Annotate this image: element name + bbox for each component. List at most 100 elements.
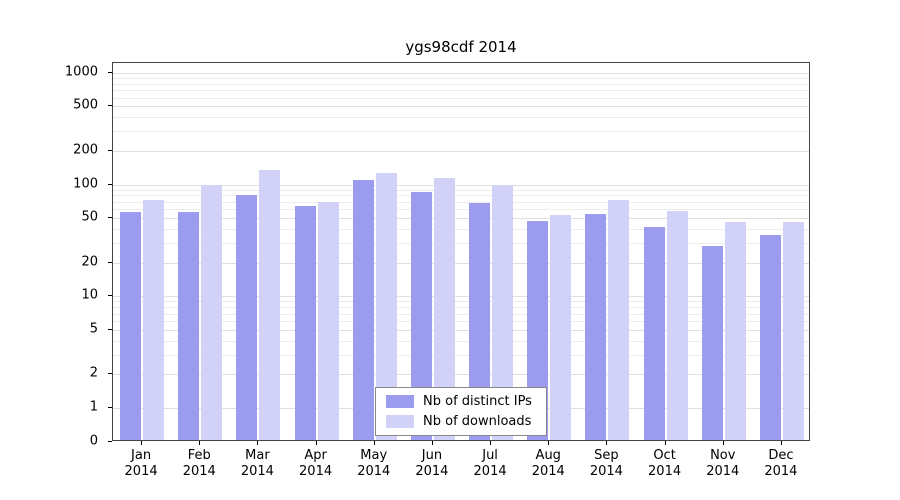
bar-downloads-may <box>375 172 397 440</box>
bar-distinct-ips-feb <box>178 212 200 440</box>
x-tick-label-jan: Jan 2014 <box>124 448 158 479</box>
y-tick-label: 500 <box>73 97 98 113</box>
bar-downloads-oct <box>666 210 688 440</box>
x-tick-label-mar: Mar 2014 <box>240 448 274 479</box>
gridline-major <box>113 218 809 220</box>
y-tick-label: 200 <box>73 142 98 158</box>
gridline-minor <box>113 189 809 191</box>
y-tick-label: 1 <box>89 399 98 415</box>
bar-distinct-ips-apr <box>294 205 316 440</box>
y-tick-mark <box>108 328 112 330</box>
x-tick-mark <box>780 441 782 445</box>
bar-distinct-ips-jan <box>120 211 142 440</box>
y-tick-label: 5 <box>89 321 98 337</box>
gridline-major <box>113 150 809 152</box>
gridline-minor <box>113 301 809 303</box>
y-tick-label: 2 <box>89 365 98 381</box>
x-tick-mark <box>199 441 201 445</box>
y-tick-mark <box>108 105 112 107</box>
x-tick-mark <box>141 441 143 445</box>
y-tick-label: 10 <box>81 287 98 303</box>
y-tick-mark <box>108 71 112 73</box>
x-tick-mark <box>664 441 666 445</box>
x-tick-label-dec: Dec 2014 <box>764 448 798 479</box>
y-tick-mark <box>108 373 112 375</box>
y-tick-mark <box>108 295 112 297</box>
gridline-minor <box>113 313 809 315</box>
x-tick-mark <box>373 441 375 445</box>
x-tick-label-jun: Jun 2014 <box>415 448 449 479</box>
y-tick-mark <box>108 406 112 408</box>
gridline-minor <box>113 83 809 85</box>
gridline-major <box>113 374 809 376</box>
x-tick-label-sep: Sep 2014 <box>589 448 623 479</box>
x-tick-mark <box>257 441 259 445</box>
chart-title: ygs98cdf 2014 <box>405 38 517 56</box>
bar-downloads-apr <box>317 201 339 440</box>
gridline-major <box>113 262 809 264</box>
x-tick-mark <box>431 441 433 445</box>
bar-downloads-aug <box>550 215 572 440</box>
bar-distinct-ips-sep <box>585 214 607 440</box>
y-tick-label: 1000 <box>64 64 98 80</box>
x-tick-mark <box>490 441 492 445</box>
bar-distinct-ips-oct <box>643 226 665 440</box>
x-tick-label-aug: Aug 2014 <box>531 448 565 479</box>
y-tick-label: 20 <box>81 254 98 270</box>
y-tick-mark <box>108 441 112 442</box>
bar-downloads-feb <box>201 185 223 440</box>
y-tick-label: 0 <box>89 433 98 449</box>
x-tick-label-oct: Oct 2014 <box>648 448 682 479</box>
bar-distinct-ips-nov <box>701 246 723 440</box>
bar-downloads-sep <box>608 199 630 440</box>
y-tick-label: 50 <box>81 209 98 225</box>
x-tick-label-jul: Jul 2014 <box>473 448 507 479</box>
x-tick-label-feb: Feb 2014 <box>182 448 216 479</box>
plot-area <box>112 62 810 441</box>
bar-distinct-ips-aug <box>527 221 549 440</box>
x-tick-mark <box>722 441 724 445</box>
bar-distinct-ips-jun <box>410 192 432 440</box>
gridline-minor <box>113 131 809 133</box>
x-tick-mark <box>548 441 550 445</box>
gridline-major <box>113 184 809 186</box>
bar-distinct-ips-may <box>352 180 374 440</box>
bar-downloads-jun <box>433 177 455 440</box>
x-tick-label-nov: Nov 2014 <box>706 448 740 479</box>
gridline-minor <box>113 242 809 244</box>
y-tick-mark <box>108 149 112 151</box>
gridline-minor <box>113 97 809 99</box>
gridline-major <box>113 329 809 331</box>
bar-downloads-dec <box>782 222 804 440</box>
gridline-major <box>113 296 809 298</box>
gridline-minor <box>113 228 809 230</box>
x-tick-mark <box>606 441 608 445</box>
x-tick-mark <box>315 441 317 445</box>
gridline-major <box>113 106 809 108</box>
bar-downloads-nov <box>724 222 746 440</box>
x-tick-label-may: May 2014 <box>357 448 391 479</box>
gridline-minor <box>113 307 809 309</box>
y-tick-mark <box>108 183 112 185</box>
bar-downloads-mar <box>259 169 281 440</box>
bar-distinct-ips-dec <box>759 234 781 440</box>
gridline-minor <box>113 90 809 92</box>
gridline-major <box>113 72 809 74</box>
bar-downloads-jan <box>143 199 165 440</box>
gridline-minor <box>113 340 809 342</box>
bar-distinct-ips-jul <box>469 202 491 440</box>
x-tick-label-apr: Apr 2014 <box>299 448 333 479</box>
gridline-minor <box>113 354 809 356</box>
gridline-minor <box>113 201 809 203</box>
gridline-minor <box>113 195 809 197</box>
y-tick-mark <box>108 261 112 263</box>
gridline-minor <box>113 77 809 79</box>
y-tick-label: 100 <box>73 176 98 192</box>
gridline-minor <box>113 320 809 322</box>
bar-downloads-jul <box>492 185 514 440</box>
bar-distinct-ips-mar <box>236 194 258 440</box>
gridline-minor <box>113 117 809 119</box>
y-tick-mark <box>108 217 112 219</box>
gridline-minor <box>113 209 809 211</box>
